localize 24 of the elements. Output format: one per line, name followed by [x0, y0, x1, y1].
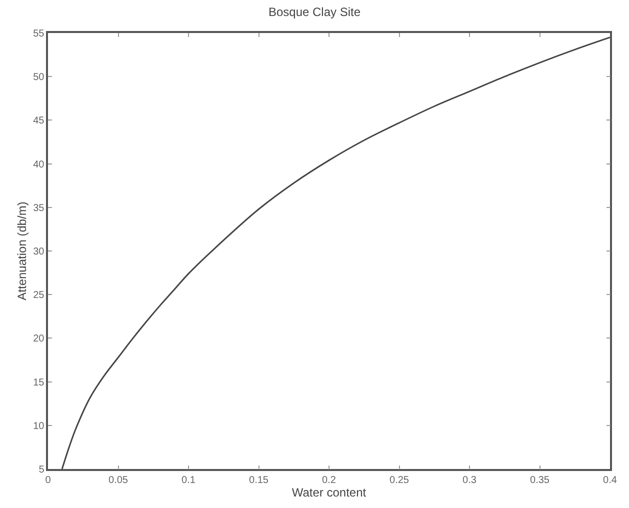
x-tick-label: 0.15: [249, 474, 269, 486]
x-tick-label: 0.05: [108, 474, 128, 486]
y-tick-label: 20: [33, 334, 45, 345]
x-tick-label: 0.35: [530, 474, 550, 486]
x-tick-label: 0.1: [182, 474, 196, 486]
y-axis-title: Attenuation (db/m): [14, 202, 29, 300]
x-tick-label: 0.25: [390, 474, 410, 486]
x-tick-label: 0.4: [603, 474, 618, 486]
y-tick-label: 15: [33, 377, 45, 388]
y-tick-label: 30: [33, 246, 45, 258]
x-tick-label: 0.2: [322, 474, 336, 486]
y-tick-label: 50: [33, 72, 45, 84]
y-tick-label: 35: [33, 202, 45, 214]
x-axis-title: Water content: [292, 486, 367, 500]
y-tick-label: 10: [33, 420, 45, 432]
y-tick-label: 40: [33, 159, 45, 170]
chart-title: Bosque Clay Site: [268, 5, 361, 20]
line-series: [61, 36, 610, 469]
x-tick-label: 0: [45, 474, 52, 486]
y-tick-label: 25: [33, 290, 45, 302]
y-tick-label: 45: [33, 116, 45, 127]
y-tick-label: 55: [33, 28, 45, 40]
x-tick-label: 0.3: [462, 474, 477, 486]
y-tick-label: 5: [38, 464, 45, 476]
